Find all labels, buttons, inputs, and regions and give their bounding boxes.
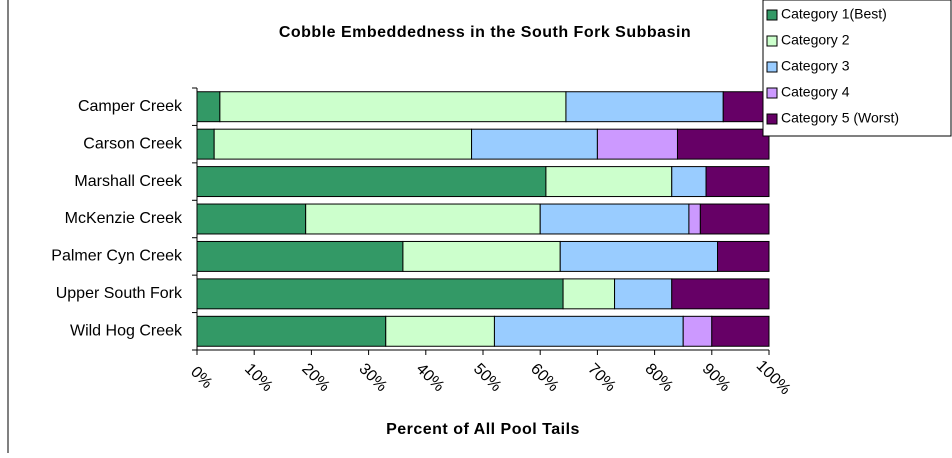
bar-segment [565, 91, 724, 123]
bar-segment [196, 91, 221, 123]
bar-segment [676, 128, 770, 160]
bar-segment [711, 315, 770, 347]
bar-segment [471, 128, 598, 160]
y-tick-label: Camper Creek [78, 98, 183, 115]
x-axis-label: Percent of All Pool Tails [386, 421, 580, 438]
bar-segment [596, 128, 678, 160]
legend-swatch [766, 35, 778, 47]
legend-label: Category 3 [781, 58, 850, 74]
bar-segment [196, 240, 404, 272]
bar-segment [385, 315, 495, 347]
y-tick-label: Palmer Cyn Creek [51, 248, 183, 265]
legend-box [762, 0, 952, 137]
legend-label: Category 1(Best) [781, 6, 887, 22]
legend-swatch [766, 113, 778, 125]
bar-segment [196, 278, 564, 310]
bar-segment [699, 203, 770, 235]
bar-segment [688, 203, 701, 235]
bar-segment [671, 166, 707, 198]
bar-segment [196, 203, 307, 235]
bar-segment [493, 315, 684, 347]
bar-segment [562, 278, 616, 310]
bar-segment [614, 278, 673, 310]
legend-label: Category 2 [781, 32, 850, 48]
legend-swatch [766, 9, 778, 21]
bar-segment [545, 166, 673, 198]
bar-segment [717, 240, 770, 272]
legend-swatch [766, 87, 778, 99]
legend-label: Category 5 (Worst) [781, 110, 899, 126]
bar-segment [196, 128, 215, 160]
bar-segment [196, 166, 547, 198]
bar-segment [305, 203, 541, 235]
bar-segment [722, 91, 770, 123]
bar-segment [705, 166, 770, 198]
bar-segment [559, 240, 719, 272]
bar-segment [213, 128, 473, 160]
bar-segment [219, 91, 567, 123]
legend-label: Category 4 [781, 84, 850, 100]
y-tick-label: Upper South Fork [56, 285, 183, 302]
bar-segment [682, 315, 713, 347]
y-tick-label: McKenzie Creek [65, 210, 183, 227]
chart-title: Cobble Embeddedness in the South Fork Su… [279, 24, 691, 41]
bar-segment [539, 203, 690, 235]
y-tick-label: Wild Hog Creek [70, 323, 183, 340]
bar-segment [196, 315, 387, 347]
bar-segment [402, 240, 561, 272]
y-tick-label: Carson Creek [83, 135, 183, 152]
legend-swatch [766, 61, 778, 73]
y-tick-label: Marshall Creek [74, 173, 183, 190]
bar-segment [671, 278, 770, 310]
